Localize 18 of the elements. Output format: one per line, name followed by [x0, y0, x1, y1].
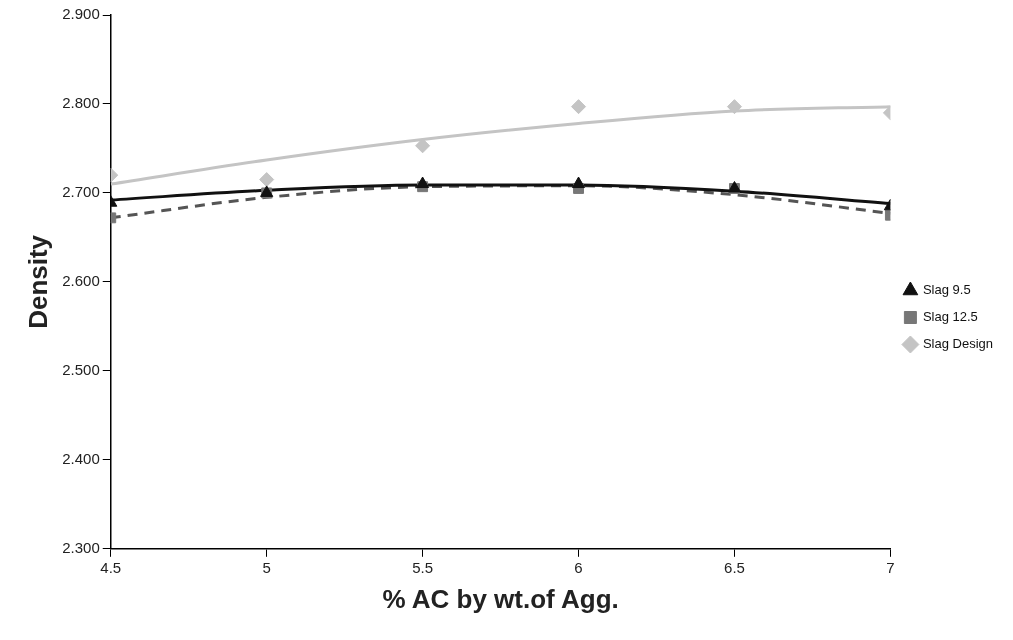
- x-tick-label: 6.5: [724, 558, 745, 576]
- y-tick-label: 2.500: [62, 361, 100, 379]
- y-tick-label: 2.700: [62, 183, 100, 201]
- x-tick-label: 5.5: [412, 558, 434, 576]
- x-tick-label: 6: [574, 558, 583, 576]
- y-tick-label: 2.800: [62, 94, 100, 112]
- legend-label: Slag 9.5: [922, 282, 971, 298]
- x-tick-label: 4.5: [100, 558, 122, 576]
- y-tick-label: 2.900: [62, 5, 100, 23]
- legend-label: Slag Design: [922, 336, 994, 352]
- x-tick-label: 5: [262, 558, 271, 576]
- legend-label: Slag 12.5: [922, 309, 978, 325]
- y-tick-label: 2.600: [62, 272, 100, 290]
- y-axis-title: Density: [22, 234, 53, 329]
- x-tick-label: 7: [886, 558, 895, 576]
- x-axis-title: % AC by wt.of Agg.: [382, 583, 619, 614]
- y-tick-label: 2.300: [62, 538, 100, 556]
- y-tick-label: 2.400: [62, 449, 100, 467]
